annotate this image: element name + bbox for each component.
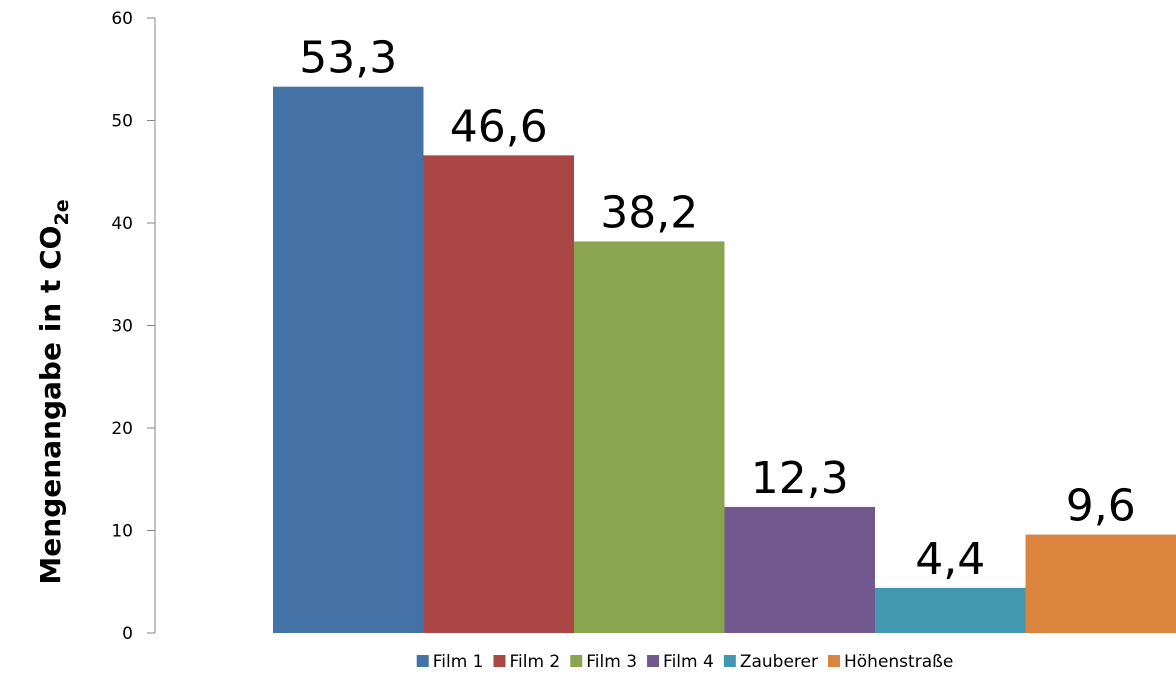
data-label: 12,3 (751, 453, 849, 504)
y-axis-label-subscript: 2e (51, 199, 73, 225)
y-axis-label: Mengenangabe in t CO2e (34, 199, 73, 584)
legend-label: Zauberer (740, 652, 818, 672)
bar (273, 86, 424, 634)
legend-swatch (570, 655, 583, 667)
y-tick-label: 50 (111, 112, 133, 132)
legend-label: Film 3 (586, 652, 637, 672)
bar (423, 155, 574, 633)
y-tick-label: 60 (111, 9, 133, 29)
y-tick-label: 0 (122, 624, 133, 644)
legend-swatch (416, 655, 429, 667)
legend-label: Höhenstraße (844, 652, 953, 672)
legend-swatch (647, 655, 660, 667)
bar (875, 587, 1026, 633)
bar (574, 241, 725, 633)
data-label: 53,3 (299, 33, 397, 84)
y-tick-label: 10 (111, 522, 133, 542)
data-label: 4,4 (915, 534, 985, 585)
legend-label: Film 1 (433, 652, 484, 672)
data-label: 9,6 (1066, 481, 1136, 532)
legend-swatch (493, 655, 506, 667)
bar (724, 506, 875, 633)
bar (1025, 534, 1176, 633)
legend-label: Film 4 (663, 652, 714, 672)
data-label: 38,2 (600, 187, 698, 238)
y-tick-label: 20 (111, 419, 133, 439)
y-tick-label: 40 (111, 214, 133, 234)
data-label: 46,6 (450, 101, 548, 152)
legend-swatch (827, 655, 840, 667)
y-axis-label-main: Mengenangabe in t CO (34, 226, 67, 585)
legend-label: Film 2 (509, 652, 560, 672)
legend-swatch (723, 655, 736, 667)
y-tick-label: 30 (111, 317, 133, 337)
